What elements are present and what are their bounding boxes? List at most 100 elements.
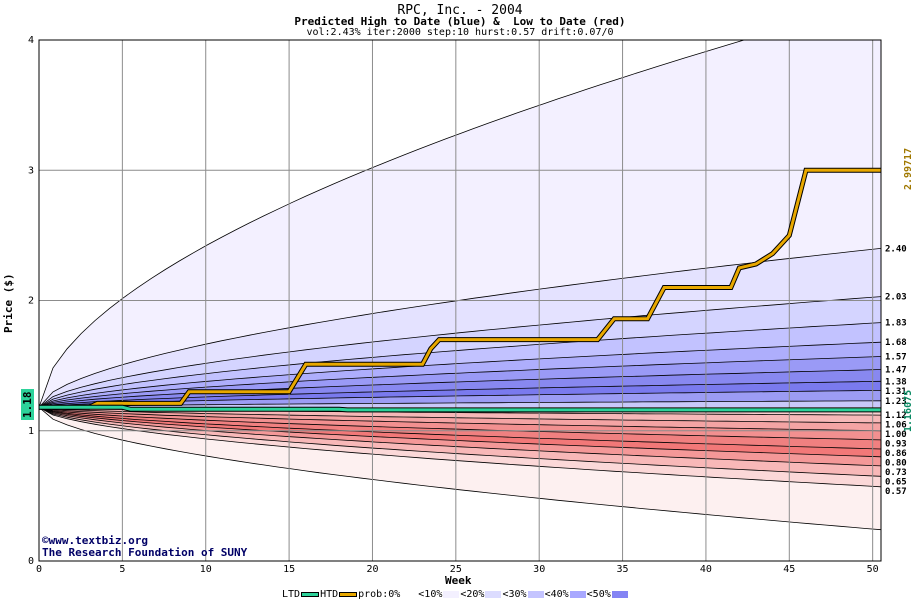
x-tick-label: 45 (783, 564, 795, 575)
band-end-label: 1.47 (885, 366, 907, 376)
y-tick-label: 0 (28, 556, 34, 567)
axes (38, 39, 882, 562)
band-end-label: 1.06 (885, 421, 907, 431)
credit-block: ©www.textbiz.org The Research Foundation… (42, 535, 247, 559)
band-end-label: 2.40 (885, 244, 907, 254)
legend-label: <40% (544, 588, 569, 600)
band-boundary-6 (39, 369, 881, 408)
legend-swatch (401, 590, 418, 598)
high-band-8 (39, 390, 881, 408)
y-tick-label: 3 (28, 165, 34, 176)
band-end-label: 0.86 (885, 449, 907, 459)
chart-title: RPC, Inc. - 2004 (397, 3, 523, 18)
x-tick-label: 30 (533, 564, 545, 575)
legend-item: prob:0% (358, 589, 418, 600)
band-end-label: 0.73 (885, 468, 907, 478)
tick-labels: 0 5 10 15 20 25 30 35 40 45 50 0 1 2 3 4 (28, 35, 879, 575)
credit-website: ©www.textbiz.org (42, 534, 148, 547)
legend-swatch (339, 591, 358, 597)
legend-item: HTD (320, 589, 358, 600)
legend-label: LTD (282, 588, 301, 600)
legend-item: <50% (587, 589, 629, 600)
high-band-6 (39, 369, 881, 408)
band-boundary-lines (39, 40, 881, 531)
y-tick-label: 1 (28, 426, 34, 437)
band-end-label: 0.65 (885, 478, 907, 488)
band-boundary-13 (39, 406, 881, 441)
legend-swatch (527, 590, 544, 598)
chart-subtitle: Predicted High to Date (blue) & Low to D… (294, 15, 626, 28)
low-band-5 (39, 407, 881, 457)
band-end-label: 1.68 (885, 338, 907, 348)
y-axis-label: Price ($) (2, 273, 15, 333)
credit-organization: The Research Foundation of SUNY (42, 546, 248, 559)
low-band-4 (39, 407, 881, 449)
legend-swatch (569, 590, 586, 598)
band-end-labels: 2.40 2.03 1.83 1.68 1.57 1.471.381.311.23 1.12… (885, 244, 907, 497)
legend-item: <10% (418, 589, 460, 600)
band-end-label: 1.83 (885, 319, 907, 329)
band-end-label: 1.31 (885, 387, 907, 397)
band-boundary-15 (39, 406, 881, 458)
legend-label: prob:0% (358, 588, 401, 600)
band-end-label: 0.57 (885, 487, 907, 497)
legend: LTD HTD prob:0% <10% <20% <30% <40% <50% (282, 588, 629, 600)
high-band-4 (39, 342, 881, 408)
x-tick-label: 15 (283, 564, 295, 575)
legend-item: <20% (460, 589, 502, 600)
y-tick-label: 4 (28, 35, 34, 46)
high-band-0 (39, 40, 881, 408)
probability-bands (39, 40, 881, 530)
legend-item: LTD (282, 589, 320, 600)
band-end-label: 1.23 (885, 397, 907, 407)
htd-value-readout: 2.99717 (903, 147, 914, 190)
htd-line (39, 168, 881, 409)
high-band-7 (39, 381, 881, 408)
band-end-label: 1.38 (885, 377, 907, 387)
legend-label: HTD (320, 588, 339, 600)
x-tick-label: 10 (200, 564, 212, 575)
band-boundary-2 (39, 296, 881, 408)
low-band-9 (39, 407, 881, 530)
x-tick-label: 35 (617, 564, 629, 575)
series-lines (39, 167, 881, 413)
band-end-label: 1.00 (885, 430, 907, 440)
band-boundary-16 (39, 406, 881, 467)
band-end-label: 0.80 (885, 459, 907, 469)
ltd-value-readout: 1.16075 (903, 389, 914, 432)
x-tick-label: 25 (450, 564, 462, 575)
high-band-9 (39, 400, 881, 408)
y-tick-label: 2 (28, 296, 34, 307)
band-boundary-4 (39, 341, 881, 408)
low-band-8 (39, 407, 881, 487)
low-band-3 (39, 407, 881, 440)
band-boundary-3 (39, 322, 881, 408)
legend-item: <30% (502, 589, 544, 600)
band-boundary-7 (39, 380, 881, 408)
low-band-6 (39, 407, 881, 466)
band-boundary-0 (39, 40, 746, 408)
x-tick-label: 40 (700, 564, 712, 575)
legend-label: <10% (418, 588, 443, 600)
legend-swatch (301, 591, 320, 597)
band-end-label: 1.57 (885, 353, 907, 363)
x-tick-label: 20 (366, 564, 378, 575)
band-boundary-14 (39, 406, 881, 450)
ltd-line (39, 405, 881, 412)
simulation-parameters: vol:2.43% iter:2000 step:10 hurst:0.57 d… (306, 27, 614, 38)
legend-label: <30% (502, 588, 527, 600)
band-end-label: 1.12 (885, 411, 907, 421)
plot-frame (38, 39, 882, 562)
x-axis-label: Week (445, 574, 472, 587)
band-boundary-5 (39, 356, 881, 408)
high-band-3 (39, 322, 881, 408)
low-band-2 (39, 407, 881, 431)
band-boundary-19 (39, 406, 881, 531)
x-tick-label: 50 (867, 564, 879, 575)
band-end-label: 0.93 (885, 440, 907, 450)
band-boundary-12 (39, 406, 881, 432)
legend-swatch (611, 590, 628, 598)
current-price-marker: 1.18 (21, 389, 34, 420)
x-tick-label: 0 (36, 564, 42, 575)
